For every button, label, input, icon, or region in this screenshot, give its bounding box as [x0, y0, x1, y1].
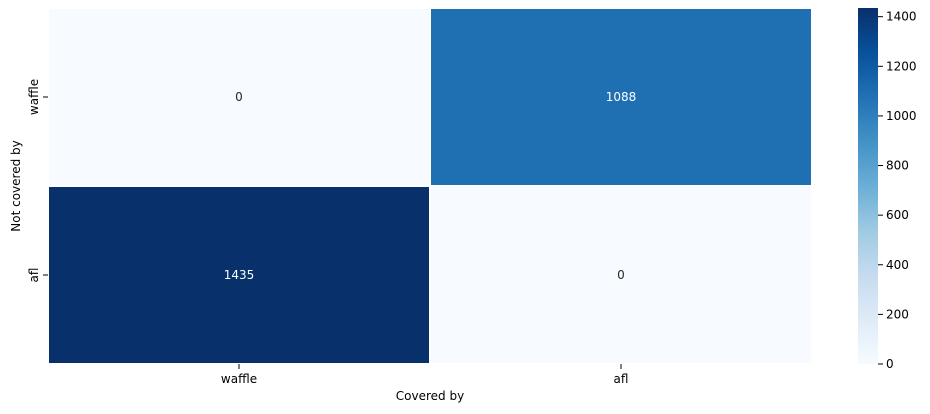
colorbar: 0 200 400 600 800 1000 1200 1400 [858, 8, 917, 371]
heatmap-cell [429, 7, 813, 187]
colorbar-ticks: 0 200 400 600 800 1000 1200 1400 [878, 10, 917, 371]
y-axis-ticks: waffle afl [27, 79, 48, 283]
cell-value-label: 1435 [224, 268, 255, 282]
heatmap-cells [47, 7, 813, 365]
colorbar-tick-label: 1000 [886, 109, 917, 123]
heatmap-cell [47, 7, 431, 187]
y-tick-label: waffle [27, 79, 41, 115]
cell-value-label: 0 [617, 268, 625, 282]
colorbar-tick-label: 1200 [886, 59, 917, 73]
colorbar-tick-label: 800 [886, 159, 909, 173]
heatmap-cell [429, 185, 813, 365]
colorbar-tick-label: 1400 [886, 10, 917, 24]
colorbar-tick-label: 400 [886, 258, 909, 272]
colorbar-tick-label: 600 [886, 208, 909, 222]
x-tick-label: afl [614, 372, 629, 386]
colorbar-tick-label: 0 [886, 357, 894, 371]
cell-value-label: 0 [235, 90, 243, 104]
x-axis-label: Covered by [396, 389, 464, 403]
cell-value-labels: 0 1088 1435 0 [224, 90, 637, 282]
x-axis-ticks: waffle afl [221, 364, 629, 386]
colorbar-tick-label: 200 [886, 307, 909, 321]
x-tick-label: waffle [221, 372, 257, 386]
y-tick-label: afl [27, 268, 41, 283]
y-axis-label: Not covered by [9, 140, 23, 231]
colorbar-gradient [858, 8, 878, 364]
heatmap-cell [47, 185, 431, 365]
cell-value-label: 1088 [606, 90, 637, 104]
